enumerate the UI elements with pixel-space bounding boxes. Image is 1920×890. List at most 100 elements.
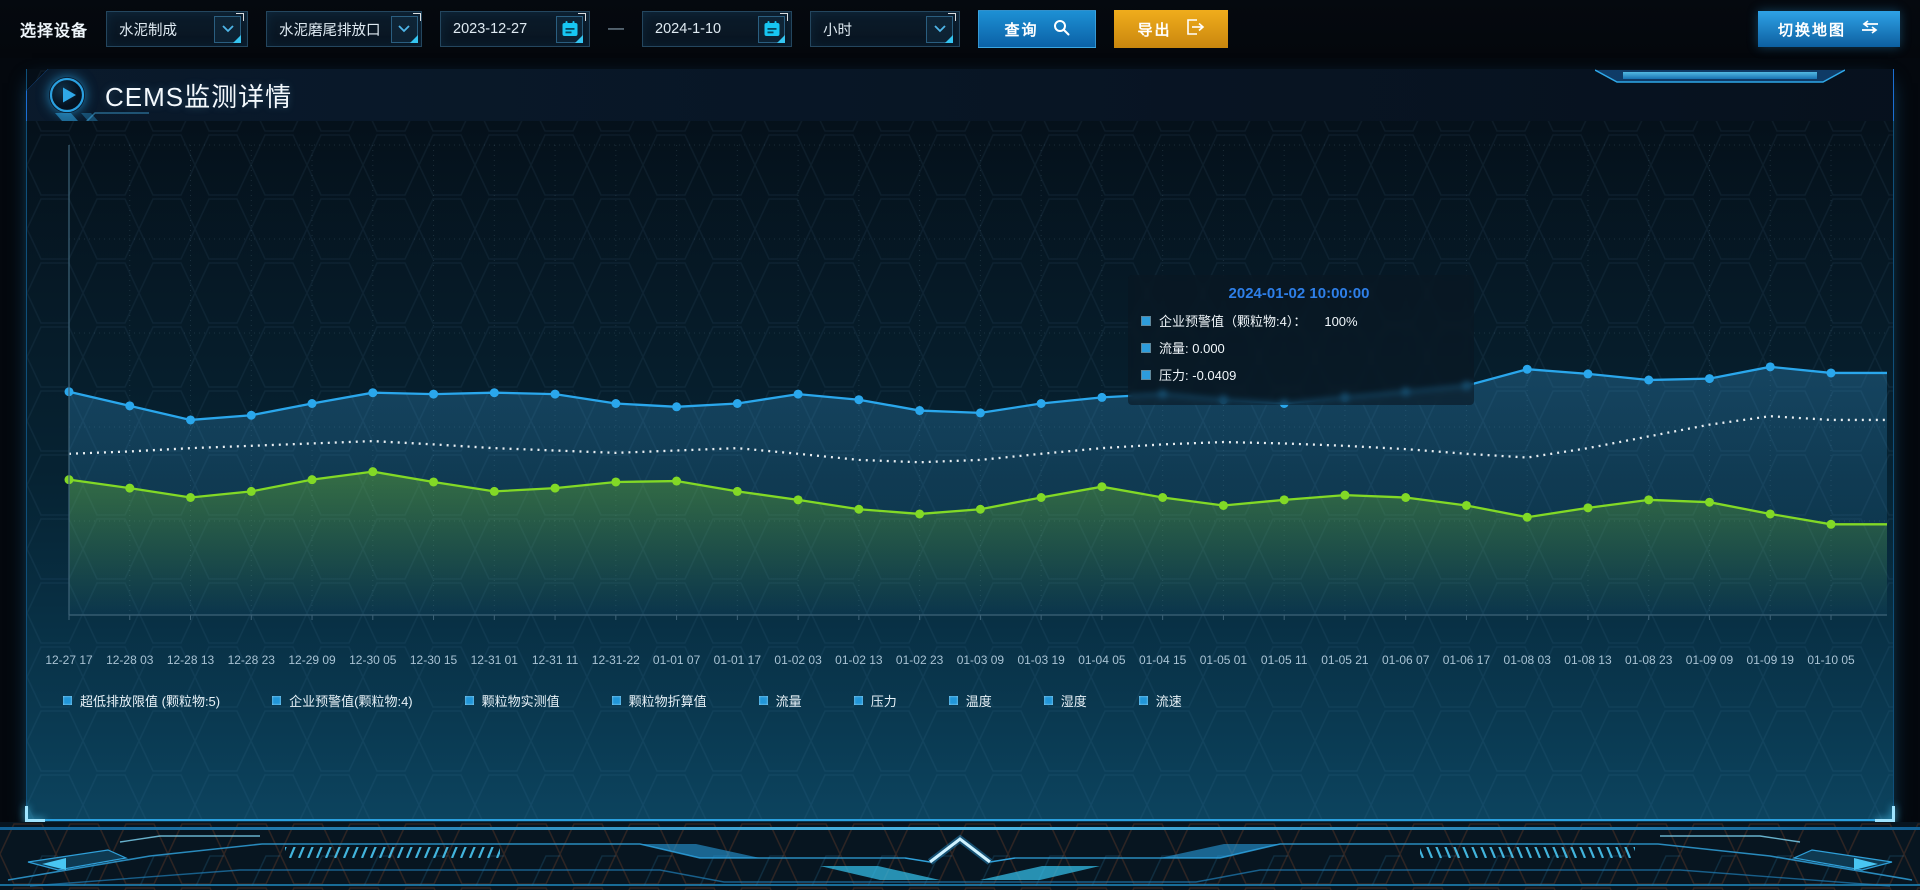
legend-item[interactable]: 颗粒物折算值 [611, 691, 707, 710]
green-line-point[interactable] [186, 493, 196, 502]
blue-line-point[interactable] [732, 399, 742, 408]
green-line-point[interactable] [672, 476, 682, 486]
x-axis-label: 12-30 15 [409, 653, 458, 667]
green-line-point[interactable] [489, 486, 499, 496]
chevron-down-icon[interactable] [214, 12, 245, 43]
legend-marker [1138, 696, 1148, 705]
green-line-point[interactable] [1704, 497, 1714, 507]
legend-label: 压力 [870, 694, 897, 709]
green-line-point[interactable] [1340, 490, 1350, 500]
green-line-point[interactable] [915, 509, 925, 519]
blue-line-point[interactable] [186, 415, 196, 425]
device-select-value: 水泥制成 [119, 22, 178, 39]
query-button[interactable]: 查询 [978, 10, 1097, 48]
green-line-point[interactable] [732, 486, 742, 496]
device-select-label: 选择设备 [20, 23, 89, 40]
outlet-select-value: 水泥磨尾排放口 [279, 22, 381, 39]
legend-item[interactable]: 颗粒物实测值 [464, 691, 560, 710]
legend-label: 流量 [775, 694, 802, 709]
x-axis-label: 01-09 09 [1685, 653, 1734, 667]
green-line-point[interactable] [611, 477, 621, 487]
x-axis-label: 01-06 17 [1442, 653, 1491, 667]
x-axis-label: 01-08 13 [1564, 653, 1612, 667]
outlet-select[interactable]: 水泥磨尾排放口 [266, 11, 423, 47]
green-line-point[interactable] [1097, 482, 1107, 492]
blue-line-point[interactable] [672, 402, 682, 412]
green-line-point[interactable] [246, 486, 256, 496]
tooltip-row: 压力: -0.0409 [1141, 365, 1456, 384]
blue-line-point[interactable] [368, 388, 378, 398]
green-line-point[interactable] [1401, 493, 1411, 502]
chart-tooltip: 2024-01-02 10:00:00 企业预警值（颗粒物:4）： 100% 流量:… [1128, 275, 1474, 405]
legend-item[interactable]: 流量 [758, 691, 802, 710]
green-line-point[interactable] [368, 467, 378, 477]
legend-item[interactable]: 超低排放限值 (颗粒物:5) [63, 691, 220, 710]
blue-line-point[interactable] [1036, 399, 1046, 408]
green-line-point[interactable] [1158, 493, 1168, 502]
legend-marker [758, 696, 768, 705]
line-chart[interactable] [27, 137, 1893, 649]
blue-line-point[interactable] [1644, 375, 1654, 385]
blue-line-point[interactable] [1765, 362, 1775, 372]
blue-line-point[interactable] [611, 399, 621, 408]
green-line-point[interactable] [429, 477, 439, 487]
x-axis-label: 12-31 01 [470, 653, 518, 667]
switch-map-button[interactable]: 切换地图 [1757, 11, 1900, 47]
green-line-area [69, 471, 1887, 615]
blue-line-point[interactable] [854, 395, 864, 405]
x-axis-label: 01-01 17 [713, 653, 762, 667]
green-line-point[interactable] [1279, 495, 1289, 505]
legend-item[interactable]: 企业预警值(颗粒物:4) [272, 691, 413, 710]
green-line-point[interactable] [1765, 509, 1775, 519]
green-line-point[interactable] [1036, 493, 1046, 502]
legend-label: 湿度 [1060, 694, 1087, 709]
panel-title: CEMS监测详情 [105, 81, 293, 112]
interval-select-value: 小时 [823, 22, 853, 39]
legend-item[interactable]: 压力 [853, 691, 897, 710]
green-line-point[interactable] [793, 495, 803, 505]
green-line-point[interactable] [1583, 503, 1593, 513]
device-select[interactable]: 水泥制成 [106, 11, 249, 47]
end-date-input[interactable]: 2024-1-10 [642, 11, 793, 47]
blue-line-point[interactable] [975, 408, 985, 418]
blue-line-point[interactable] [307, 399, 317, 408]
x-axis-label: 01-10 05 [1807, 653, 1855, 667]
green-line-point[interactable] [975, 504, 985, 514]
legend-item[interactable]: 温度 [948, 691, 992, 710]
blue-line-point[interactable] [1704, 374, 1714, 384]
green-line-point[interactable] [125, 483, 135, 493]
blue-line-point[interactable] [246, 410, 256, 420]
blue-line-point[interactable] [915, 406, 925, 416]
chevron-down-icon[interactable] [926, 12, 957, 43]
blue-line-point[interactable] [125, 401, 135, 411]
blue-line-point[interactable] [793, 389, 803, 399]
green-line-point[interactable] [1461, 500, 1471, 510]
blue-line-point[interactable] [1097, 392, 1107, 402]
blue-line-point[interactable] [489, 388, 499, 398]
green-line-point[interactable] [550, 483, 560, 493]
blue-line-point[interactable] [550, 389, 560, 399]
calendar-icon[interactable] [758, 12, 789, 43]
green-line-point[interactable] [1644, 495, 1654, 505]
calendar-icon[interactable] [556, 12, 587, 43]
x-axis-label: 01-03 09 [956, 653, 1005, 667]
blue-line-point[interactable] [1522, 364, 1532, 374]
interval-select[interactable]: 小时 [810, 11, 961, 47]
blue-line-point[interactable] [429, 389, 439, 399]
legend-item[interactable]: 流速 [1138, 691, 1182, 710]
chevron-down-icon[interactable] [390, 12, 421, 43]
legend-item[interactable]: 湿度 [1043, 691, 1087, 710]
green-line-point[interactable] [1522, 512, 1532, 522]
x-axis-label: 12-31-22 [591, 653, 640, 667]
green-line-point[interactable] [1218, 500, 1228, 510]
green-line-point[interactable] [307, 475, 317, 485]
green-line-point[interactable] [1826, 519, 1836, 529]
export-button[interactable]: 导出 [1114, 10, 1229, 48]
blue-line-point[interactable] [1583, 369, 1593, 379]
start-date-input[interactable]: 2023-12-27 [440, 11, 591, 47]
x-axis-label: 01-06 07 [1382, 653, 1430, 667]
green-line-point[interactable] [854, 504, 864, 514]
chart-area[interactable]: 2024-01-02 10:00:00 企业预警值（颗粒物:4）： 100% 流量:… [27, 137, 1893, 649]
blue-line-point[interactable] [1826, 368, 1836, 378]
cems-panel: CEMS监测详情 2024-01-02 10:00:00 企业预警值（颗粒物:4… [25, 69, 1895, 822]
